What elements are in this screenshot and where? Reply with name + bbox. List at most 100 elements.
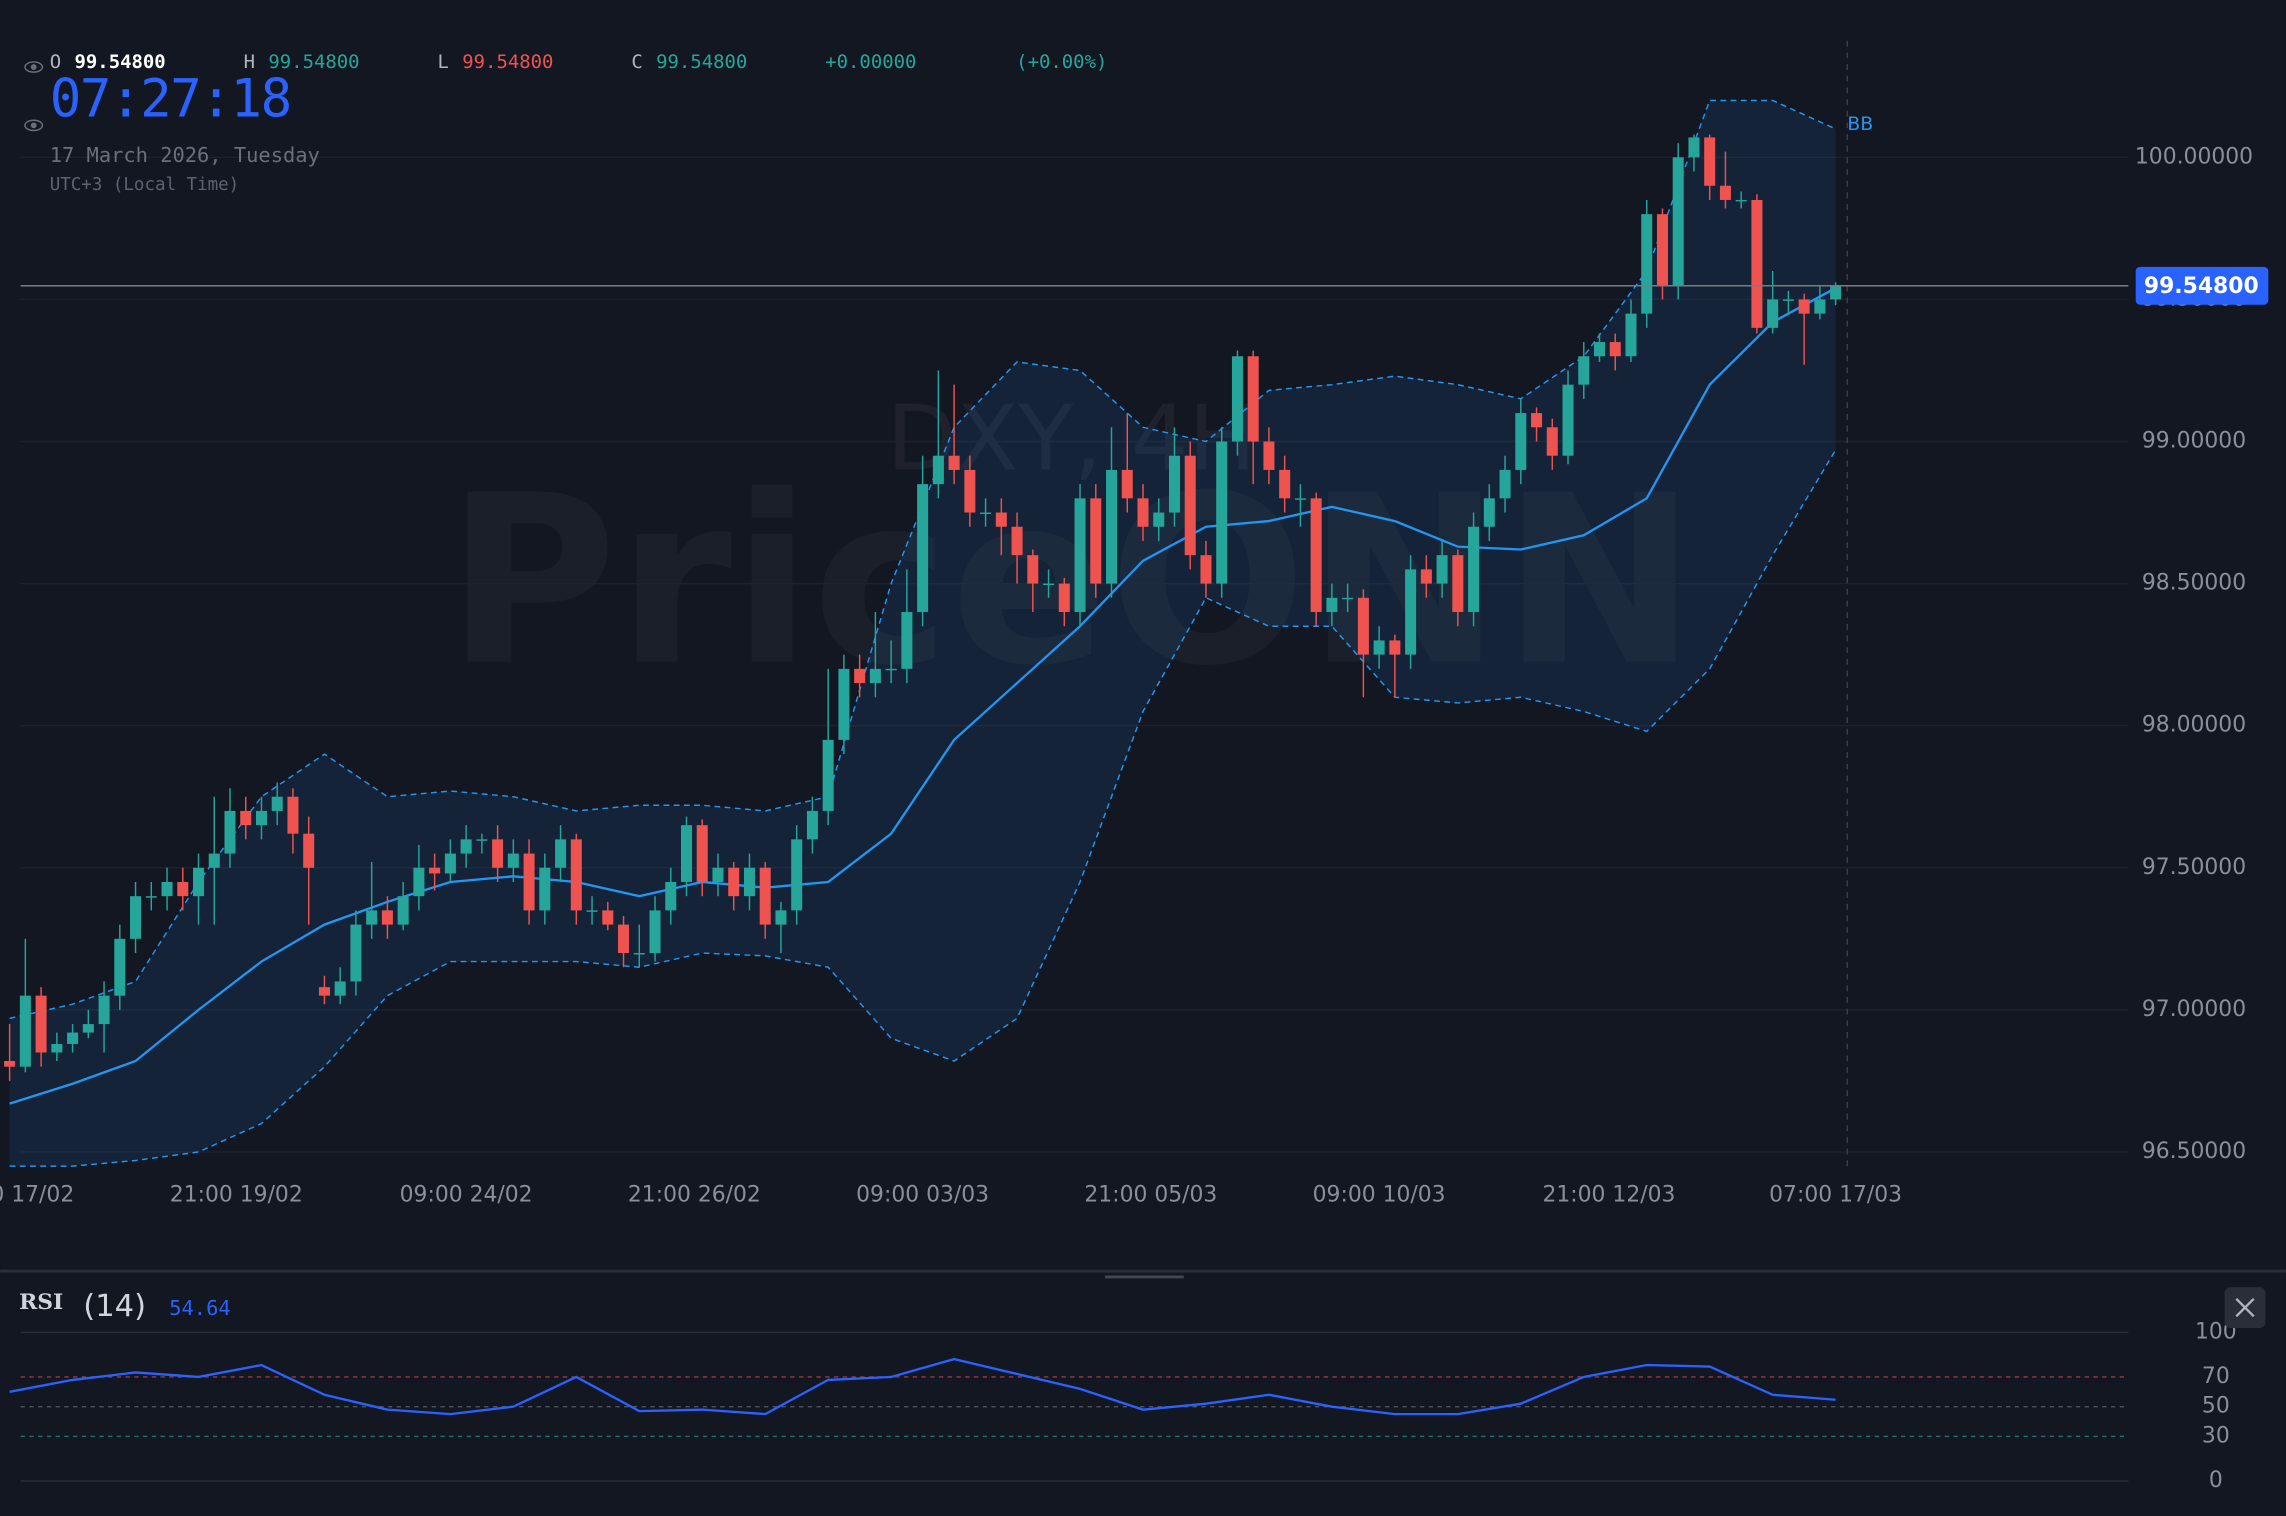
candle-body	[35, 995, 47, 1053]
candle-body	[1499, 469, 1511, 499]
rsi-title: RSI	[19, 1289, 63, 1315]
rsi-current: 54.64	[169, 1296, 230, 1320]
candle-body	[1106, 469, 1118, 584]
x-tick-label: 21:00 05/03	[1084, 1182, 1217, 1207]
high-value: 99.54800	[268, 51, 359, 73]
last-price-tag	[2135, 266, 2269, 305]
candle-body	[854, 668, 866, 684]
candle-body	[728, 867, 740, 897]
candle-body	[1798, 299, 1810, 314]
date: 17 March 2026, Tuesday	[50, 143, 320, 167]
close-label: C	[631, 51, 642, 73]
candle-body	[114, 938, 126, 996]
candle-body	[696, 825, 708, 882]
candle-body	[82, 1024, 94, 1033]
candle-body	[444, 853, 456, 874]
candle-body	[1751, 199, 1763, 328]
candle-body	[1294, 498, 1306, 500]
candle-body	[1814, 299, 1826, 314]
rsi-period: (14)	[83, 1289, 146, 1324]
candle-body	[1515, 413, 1527, 470]
y-tick-label: 98.50000	[2142, 571, 2246, 596]
candle-body	[901, 612, 913, 669]
candle-body	[19, 995, 31, 1067]
candle-body	[51, 1043, 63, 1053]
candle-body	[838, 668, 850, 740]
bb-lower	[9, 449, 1837, 1167]
candle-body	[1184, 455, 1196, 556]
candle-body	[1735, 199, 1747, 202]
rsi-tick-label: 0	[2209, 1468, 2223, 1493]
candle-body	[1641, 214, 1653, 314]
close-pane-button[interactable]	[2224, 1287, 2266, 1328]
candle-body	[145, 896, 157, 898]
open-label: O	[50, 51, 61, 73]
x-tick-label: 21:00 26/02	[628, 1182, 761, 1207]
candle-body	[1656, 214, 1668, 286]
candle-body	[4, 1061, 16, 1067]
timezone: UTC+3 (Local Time)	[50, 175, 239, 195]
candle-body	[492, 839, 504, 868]
candle-body	[1704, 137, 1716, 186]
candle-body	[1483, 498, 1495, 527]
price-pane: 96.50000 97.00000 97.50000 98.00000 98.50000…	[0, 40, 2269, 1207]
y-tick-label: 96.50000	[2142, 1139, 2246, 1164]
close-icon[interactable]	[2235, 1297, 2255, 1318]
candle-body	[1625, 313, 1637, 357]
candle-body	[1168, 455, 1180, 513]
candle-body	[1578, 356, 1590, 385]
rsi-line	[9, 1357, 1836, 1416]
candle-body	[1562, 384, 1574, 456]
candle-body	[1767, 299, 1779, 328]
eye-icon[interactable]	[24, 61, 44, 73]
candle-body	[460, 839, 472, 854]
candle-body	[586, 910, 598, 912]
candle-body	[350, 924, 362, 982]
x-tick-label: 00 17/02	[0, 1182, 74, 1207]
candle-body	[1216, 441, 1228, 584]
low-label: L	[437, 51, 448, 73]
candle-body	[1373, 640, 1385, 655]
candle-body	[271, 796, 283, 811]
y-tick-label: 98.00000	[2142, 713, 2246, 738]
candle-body	[507, 853, 519, 868]
candle-body	[1058, 583, 1070, 613]
candle-body	[1326, 597, 1338, 613]
x-tick-label: 07:00 17/03	[1769, 1182, 1902, 1207]
clock: 07:27:18	[50, 69, 291, 130]
candle-body	[1247, 356, 1259, 442]
candle-body	[381, 910, 393, 925]
candle-body	[980, 512, 992, 515]
legend-header: O 99.54800 H 99.54800 L 99.54800 C 99.54…	[24, 51, 1107, 195]
candle-body	[523, 853, 535, 911]
candle-body	[1200, 555, 1212, 584]
candle-body	[1279, 469, 1291, 499]
candle-body	[649, 910, 661, 954]
candle-body	[995, 512, 1007, 527]
open-value: 99.54800	[75, 51, 166, 73]
candle-body	[822, 739, 834, 811]
candle-body	[130, 896, 142, 939]
candle-body	[680, 825, 693, 882]
candle-body	[1468, 526, 1480, 613]
candle-body	[1688, 137, 1700, 158]
candle-body	[208, 853, 220, 868]
candle-body	[67, 1032, 79, 1044]
candle-body	[1310, 498, 1322, 613]
candle-body	[397, 896, 409, 925]
candle-body	[1121, 469, 1133, 499]
candle-body	[964, 469, 976, 513]
candle-body	[618, 924, 630, 954]
low-value: 99.54800	[462, 51, 553, 73]
candle-body	[98, 995, 110, 1025]
candle-body	[1436, 555, 1448, 584]
candle-body	[775, 910, 787, 925]
bb-middle	[9, 287, 1837, 1105]
rsi-legend: RSI (14) 54.64	[19, 1289, 231, 1324]
candle-body	[1231, 356, 1243, 442]
y-tick-label: 99.00000	[2142, 429, 2246, 454]
eye-icon[interactable]	[24, 119, 44, 132]
